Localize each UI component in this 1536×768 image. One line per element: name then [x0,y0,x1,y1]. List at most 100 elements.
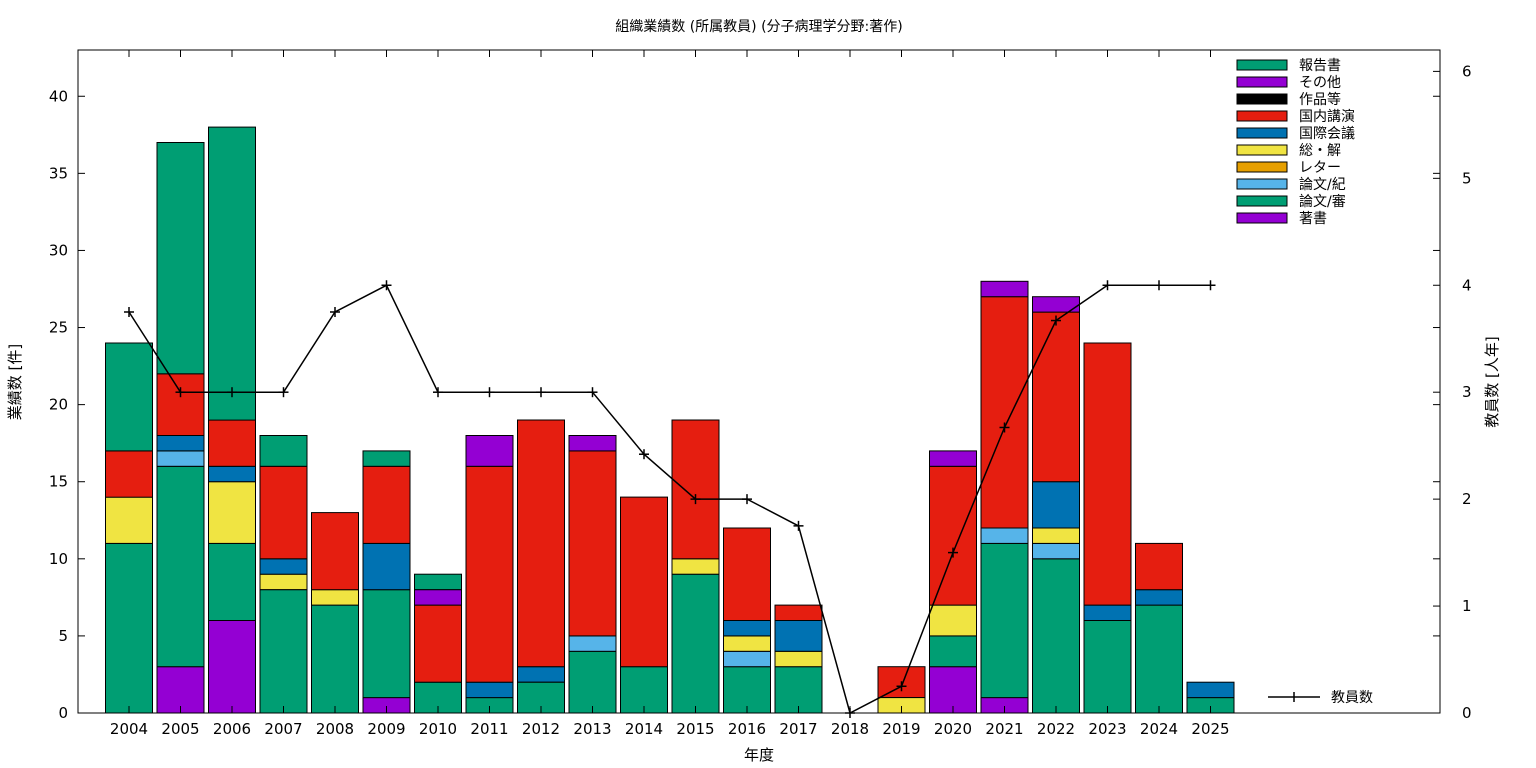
y-tick-label: 15 [49,473,68,491]
legend-label: 教員数 [1331,690,1373,706]
legend-item-論文/審: 論文/審 [1236,194,1346,210]
legend-swatch [1236,93,1288,105]
x-tick-label: 2012 [522,720,560,738]
bar-segment-2005-6 [156,373,205,436]
bar-segment-2004-4 [105,496,153,544]
bar-segment-2014-6 [620,496,668,668]
line-point-2021 [999,422,1010,433]
x-tick-label: 2023 [1088,720,1126,738]
bar-segment-2010-6 [414,604,462,683]
bar-segment-2006-1 [208,542,256,622]
x-tick-label: 2007 [264,720,302,738]
bar-segment-2007-1 [259,589,308,714]
legend-swatch [1236,144,1288,156]
legend-swatch [1236,59,1288,71]
legend-label: 論文/審 [1299,194,1346,210]
bar-segment-2009-6 [362,465,411,544]
y-tick-label: 30 [49,241,68,259]
line-point-2017 [793,520,804,531]
bar-segment-2012-5 [517,666,565,683]
bar-segment-2023-1 [1083,620,1132,714]
legend-item-教員数: 教員数 [1268,690,1373,706]
x-axis-label: 年度 [744,746,774,764]
x-tick-label: 2024 [1140,720,1178,738]
x-tick-label: 2016 [728,720,766,738]
legend-swatch [1236,178,1288,190]
bar-segment-2013-6 [568,450,617,637]
bar-segment-2008-6 [311,512,359,591]
bar-segment-2013-2 [568,635,617,652]
bar-segment-2006-9 [208,126,256,421]
bar-segment-2016-1 [723,666,771,714]
x-tick-label: 2004 [110,720,148,738]
x-tick-label: 2010 [419,720,457,738]
line-point-2013 [587,387,598,398]
bar-segment-2009-1 [362,589,411,699]
bar-segment-2005-1 [156,465,205,668]
legend-item-作品等: 作品等 [1236,91,1341,108]
x-tick-label: 2025 [1191,720,1229,738]
bar-segment-2025-5 [1186,681,1235,699]
bar-segment-2011-6 [465,465,514,683]
legend-item-国内講演: 国内講演 [1236,109,1355,125]
bar-segment-2009-5 [362,542,411,591]
bar-segment-2020-0 [929,666,977,714]
x-tick-label: 2009 [367,720,405,738]
bar-segment-2017-5 [774,620,823,652]
bar-segment-2011-5 [465,681,514,699]
y2-tick-label: 1 [1462,597,1472,615]
bar-segment-2021-8 [980,280,1029,298]
bar-segment-2020-4 [929,604,977,637]
line-point-2025 [1205,280,1216,291]
bar-segment-2016-4 [723,635,771,652]
line-point-2010 [433,387,443,398]
bar-segment-2006-4 [208,481,256,544]
bar-segment-2005-9 [156,142,205,375]
legend-swatch [1236,161,1288,173]
bar-segment-2021-6 [980,296,1029,529]
bar-segment-2021-1 [980,542,1029,699]
bar-segment-2016-2 [723,650,771,668]
bar-segment-2022-1 [1032,558,1080,714]
y2-tick-label: 5 [1462,169,1472,187]
legend-label: 作品等 [1299,91,1341,108]
line-point-2015 [690,494,701,505]
y-tick-label: 40 [49,87,68,105]
bar-segment-2017-6 [774,604,823,621]
bar-segment-2012-6 [517,419,565,668]
bar-segment-2020-6 [929,465,977,606]
bar-segment-2020-1 [929,635,977,668]
bar-segment-2006-5 [208,465,256,483]
bar-segment-2010-9 [414,573,462,591]
bar-segment-2023-6 [1083,342,1132,606]
bar-segment-2004-1 [105,542,153,714]
x-tick-label: 2022 [1037,720,1075,738]
legend-item-報告書: 報告書 [1236,58,1341,74]
bar-segment-2024-6 [1135,542,1183,591]
bar-segment-2008-4 [311,589,359,606]
legend-label: 報告書 [1299,58,1341,74]
x-tick-label: 2005 [161,720,199,738]
y-tick-label: 5 [58,627,68,645]
line-point-2024 [1154,280,1164,291]
bar-segment-2015-4 [671,558,720,575]
y-tick-label: 10 [49,550,68,568]
y-tick-label: 20 [49,396,68,414]
bar-segment-2015-6 [671,419,720,560]
bar-segment-2015-1 [671,573,720,714]
legend-item-その他: その他 [1236,75,1341,91]
bar-segment-2022-5 [1032,481,1080,529]
line-point-2007 [278,387,289,398]
x-tick-label: 2015 [676,720,714,738]
chart-title: 組織業績数 (所属教員) (分子病理学分野:著作) [615,19,902,35]
line-point-2022 [1051,315,1061,326]
x-tick-label: 2017 [779,720,817,738]
line-point-2004 [124,306,134,317]
line-point-2023 [1102,280,1113,291]
y2-tick-label: 6 [1462,62,1472,80]
line-point-2011 [484,387,495,398]
line-point-2008 [330,306,340,317]
